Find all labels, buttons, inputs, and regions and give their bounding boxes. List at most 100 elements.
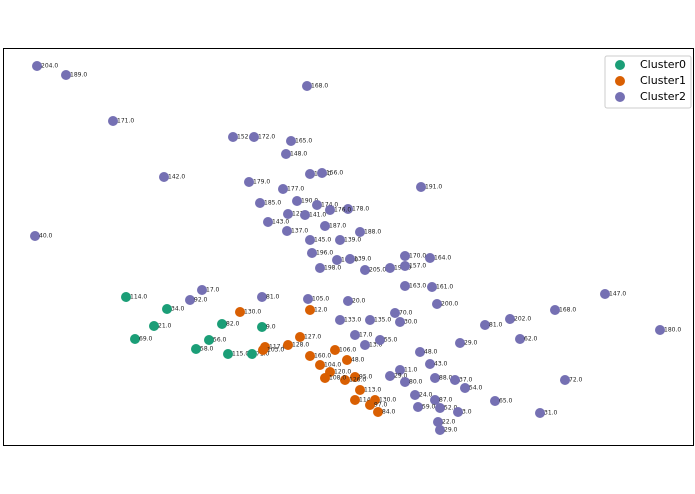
point-label: 133.0: [344, 317, 361, 324]
point-label: 58.0: [200, 346, 214, 353]
point: [305, 235, 315, 245]
point-label: 21.0: [158, 323, 172, 330]
point: [413, 402, 423, 412]
point: [121, 292, 131, 302]
point-label: 52.0: [444, 405, 458, 412]
point: [292, 196, 302, 206]
point-label: 30.0: [404, 319, 418, 326]
point-label: 80.0: [409, 379, 423, 386]
point: [505, 314, 515, 324]
point: [258, 345, 268, 355]
point-label: 105.0: [312, 296, 329, 303]
point: [283, 209, 293, 219]
point-label: 163.0: [409, 283, 426, 290]
point: [257, 322, 267, 332]
point: [385, 263, 395, 273]
point-label: 108.0: [329, 375, 346, 382]
point: [600, 289, 610, 299]
point-label: 29.0: [444, 427, 458, 434]
point: [350, 395, 360, 405]
point: [335, 315, 345, 325]
point: [400, 377, 410, 387]
point: [360, 265, 370, 275]
point-label: 104.0: [324, 362, 341, 369]
point-label: 29.0: [464, 340, 478, 347]
point: [342, 355, 352, 365]
point: [395, 317, 405, 327]
point: [325, 205, 335, 215]
point: [355, 385, 365, 395]
point: [375, 335, 385, 345]
point-label: 92.0: [194, 297, 208, 304]
point-label: 82.0: [226, 321, 240, 328]
point-label: 188.0: [364, 229, 381, 236]
point: [282, 226, 292, 236]
point: [249, 132, 259, 142]
point: [305, 305, 315, 315]
point: [263, 217, 273, 227]
point-label: 205.0: [369, 267, 386, 274]
point: [278, 184, 288, 194]
point: [300, 210, 310, 220]
point: [149, 321, 159, 331]
legend-label: Cluster1: [640, 74, 686, 87]
point: [343, 296, 353, 306]
point-label: 37.0: [459, 377, 473, 384]
point: [223, 349, 233, 359]
point: [365, 400, 375, 410]
point: [307, 248, 317, 258]
point: [30, 231, 40, 241]
point: [32, 61, 42, 71]
point: [345, 254, 355, 264]
point: [343, 204, 353, 214]
point: [320, 373, 330, 383]
point-label: 114.0: [359, 397, 376, 404]
point: [460, 383, 470, 393]
point-label: 168.0: [559, 307, 576, 314]
point-label: 161.0: [436, 284, 453, 291]
point-label: 3.0: [462, 409, 472, 416]
legend-label: Cluster2: [640, 90, 686, 103]
point: [435, 425, 445, 435]
point-label: 54.0: [469, 385, 483, 392]
point-label: 141.0: [309, 212, 326, 219]
point-label: 59.0: [422, 404, 436, 411]
point-label: 31.0: [544, 410, 558, 417]
point-label: 117.0: [269, 344, 286, 351]
point-label: 13.0: [369, 342, 383, 349]
point: [295, 332, 305, 342]
point: [480, 320, 490, 330]
point: [257, 292, 267, 302]
legend-marker: [615, 60, 625, 70]
point-label: 12.0: [314, 307, 328, 314]
point-label: 115.0: [232, 351, 249, 358]
point-label: 87.0: [439, 397, 453, 404]
point-label: 106.0: [339, 347, 356, 354]
point: [335, 235, 345, 245]
point: [332, 255, 342, 265]
point-label: 70.0: [399, 310, 413, 317]
point-label: 170.0: [409, 253, 426, 260]
point: [550, 305, 560, 315]
point: [490, 396, 500, 406]
point: [217, 319, 227, 329]
point-label: 204.0: [41, 63, 58, 70]
point-label: 29.0: [394, 373, 408, 380]
point-label: 171.0: [117, 118, 134, 125]
point: [235, 307, 245, 317]
point: [244, 177, 254, 187]
point-label: 135.0: [374, 317, 391, 324]
point-label: 156.0: [326, 170, 343, 177]
point: [315, 263, 325, 273]
point-label: 191.0: [425, 184, 442, 191]
point-label: 130.0: [379, 397, 396, 404]
point: [432, 299, 442, 309]
point-label: 48.0: [424, 349, 438, 356]
point: [204, 335, 214, 345]
point: [315, 360, 325, 370]
point-label: 17.0: [206, 287, 220, 294]
point-label: 55.0: [384, 337, 398, 344]
point: [395, 365, 405, 375]
point-label: 147.0: [609, 291, 626, 298]
point-label: 69.0: [139, 336, 153, 343]
